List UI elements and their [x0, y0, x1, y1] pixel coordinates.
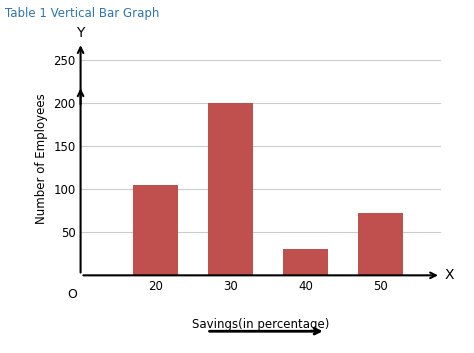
Bar	[133, 185, 178, 275]
Text: X: X	[445, 268, 454, 282]
Bar	[283, 250, 328, 275]
Text: O: O	[67, 288, 77, 301]
Bar	[208, 103, 253, 275]
Bar	[358, 213, 403, 275]
Y-axis label: Number of Employees: Number of Employees	[35, 94, 48, 224]
X-axis label: Savings(in percentage): Savings(in percentage)	[192, 318, 329, 331]
Text: Table 1 Vertical Bar Graph: Table 1 Vertical Bar Graph	[5, 7, 159, 20]
Text: Y: Y	[76, 26, 85, 40]
